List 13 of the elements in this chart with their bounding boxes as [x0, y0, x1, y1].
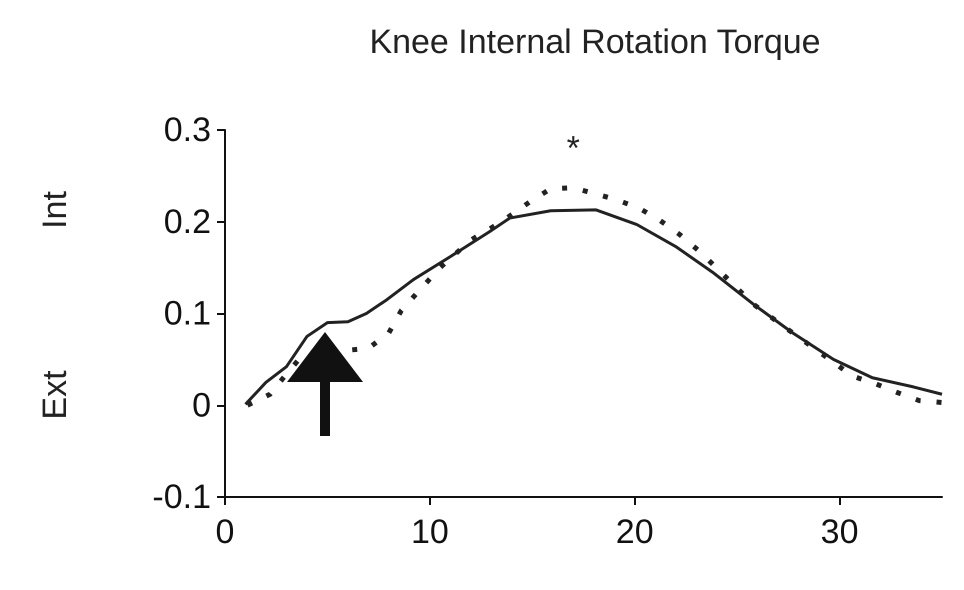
- y-tick-label: -0.1: [152, 478, 211, 516]
- x-tick-label: 30: [820, 513, 858, 551]
- annotation: *: [566, 129, 580, 168]
- x-tick-label: 0: [216, 513, 234, 551]
- text: Int: [36, 190, 74, 229]
- y-tick-label: 0: [192, 386, 211, 424]
- x-tick-label: 10: [410, 513, 449, 551]
- x-tick-label: 20: [616, 513, 654, 551]
- y-tick-label: 0.2: [164, 202, 211, 241]
- y-tick-label: 0.3: [164, 111, 211, 149]
- text: Ext: [36, 370, 74, 420]
- chart-title: Knee Internal Rotation Torque: [369, 23, 821, 61]
- y-tick-label: 0.1: [164, 294, 211, 332]
